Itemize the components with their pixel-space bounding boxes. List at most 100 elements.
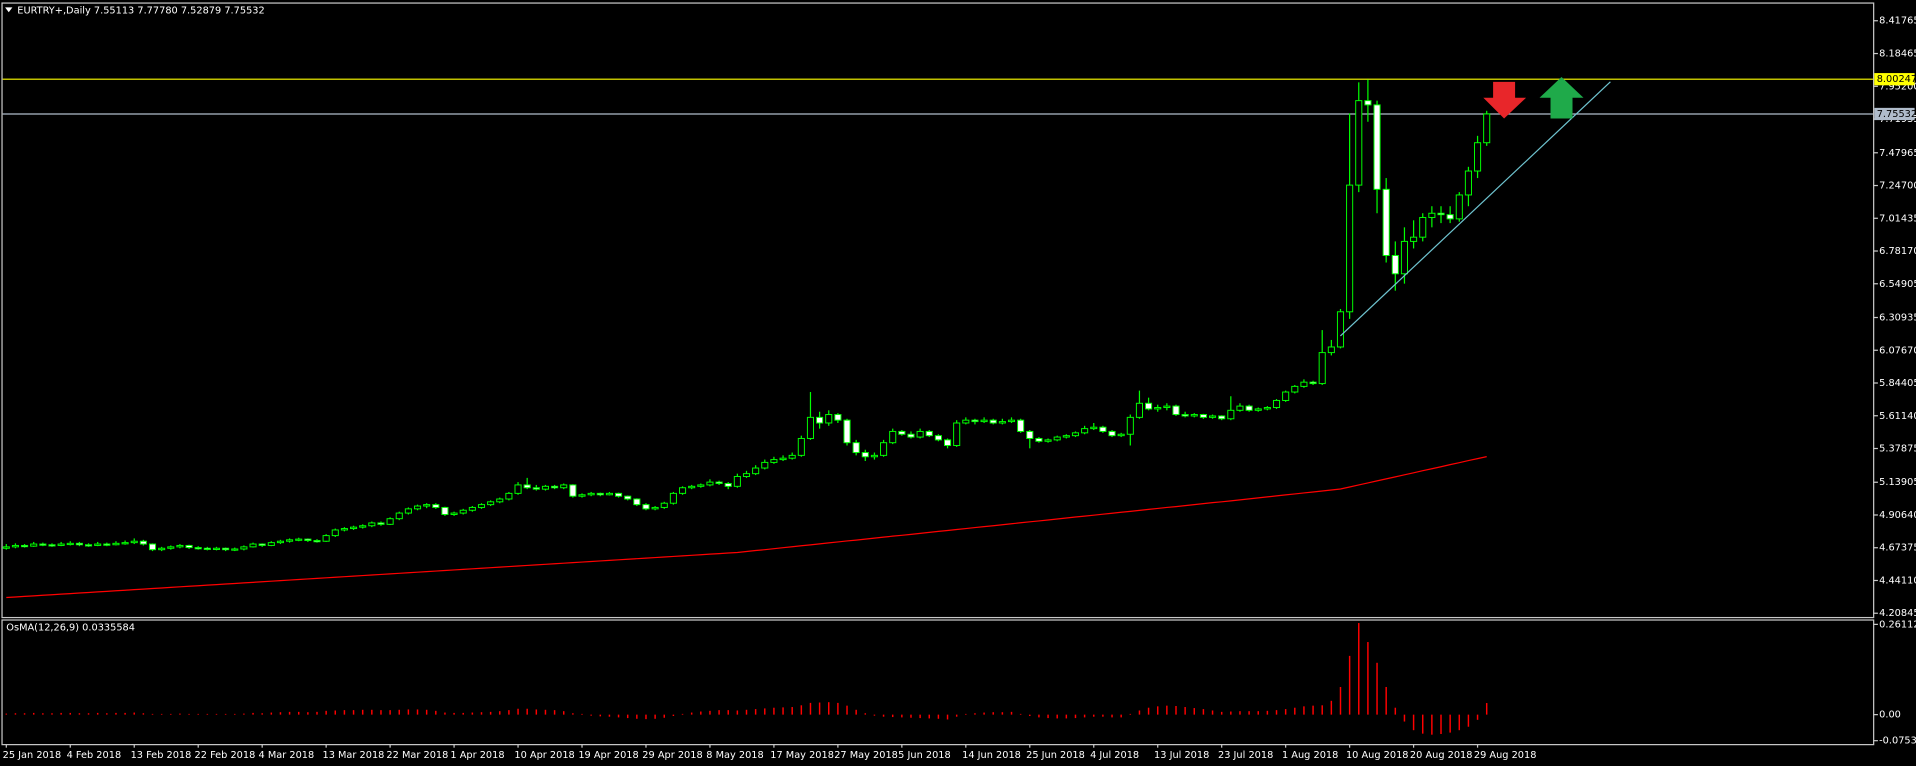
candle-body <box>1062 435 1070 438</box>
candle-body <box>1071 432 1080 437</box>
y-tick-label: 4.67375 <box>1879 543 1916 554</box>
candle-body <box>1245 405 1253 411</box>
y-tick-label: 7.24700 <box>1879 181 1916 192</box>
x-tick-label: 17 May 2018 <box>770 750 834 761</box>
candle-body <box>1355 100 1363 186</box>
candle-body <box>1373 104 1381 190</box>
price-label: 8.00247 <box>1877 74 1916 85</box>
candle-body <box>1410 236 1418 242</box>
candle-body <box>669 492 677 504</box>
candle-body <box>1282 391 1290 401</box>
candle-body <box>423 504 431 507</box>
candle-body <box>212 547 221 550</box>
candle-body <box>1154 407 1162 410</box>
candle-body <box>1309 381 1317 385</box>
candle-body <box>139 540 147 545</box>
candle-body <box>21 544 29 548</box>
candle-body <box>587 492 595 496</box>
x-tick-label: 19 Apr 2018 <box>578 750 638 761</box>
candle-body <box>313 540 321 543</box>
candle-body <box>733 475 741 487</box>
y-tick-label: 7.47965 <box>1879 148 1916 159</box>
candle-body <box>468 506 476 511</box>
menu-triangle[interactable] <box>5 7 13 13</box>
candle-body <box>797 437 805 456</box>
candle-body <box>1163 405 1171 408</box>
candle-body <box>1428 212 1436 218</box>
candle-body <box>267 542 275 546</box>
candle-body <box>514 484 522 494</box>
candle-body <box>971 419 979 423</box>
y-tick-label: 5.84405 <box>1879 378 1916 389</box>
y-tick-label: 6.54905 <box>1879 279 1916 290</box>
y-tick-label: 6.30935 <box>1879 313 1916 324</box>
price-label-box <box>1874 73 1915 86</box>
x-tick-label: 14 Jun 2018 <box>962 750 1021 761</box>
candle-body <box>377 522 385 525</box>
candle-body <box>1464 170 1472 196</box>
y-tick-label: 0.00 <box>1879 710 1901 721</box>
candle-body <box>825 414 833 424</box>
candle-body <box>359 525 367 528</box>
candle-body <box>395 512 403 520</box>
candle-body <box>752 467 760 475</box>
candle-body <box>688 485 696 489</box>
x-tick-label: 10 Aug 2018 <box>1346 750 1409 761</box>
candle-body <box>1035 437 1043 442</box>
candle-body <box>889 430 897 444</box>
candle-body <box>816 416 824 424</box>
candle-body <box>11 544 19 548</box>
candle-body <box>1007 419 1016 423</box>
candle-body <box>998 421 1006 424</box>
x-tick-label: 25 Jan 2018 <box>3 750 62 761</box>
y-tick-label: 5.61140 <box>1879 411 1916 422</box>
y-tick-label: 5.13905 <box>1879 477 1916 488</box>
candle-body <box>1300 381 1308 387</box>
candle-body <box>1190 414 1198 417</box>
x-tick-label: 1 Aug 2018 <box>1282 750 1338 761</box>
candle-body <box>1081 428 1089 434</box>
y-tick-label: 4.90640 <box>1879 510 1916 521</box>
candle-body <box>1391 254 1399 275</box>
candle-body <box>715 481 723 485</box>
candle-body <box>642 504 650 510</box>
y-tick-label: -0.075371 <box>1879 736 1916 747</box>
candle-body <box>1236 405 1244 411</box>
candle-body <box>39 543 47 546</box>
candle-body <box>167 546 175 549</box>
x-tick-label: 22 Feb 2018 <box>195 750 256 761</box>
candle-body <box>30 543 38 547</box>
candle-body <box>660 502 668 508</box>
main-panel <box>1 2 1875 619</box>
y-tick-label: 6.78170 <box>1879 246 1916 257</box>
candle-body <box>596 492 604 496</box>
candle-body <box>112 542 120 546</box>
candle-body <box>340 528 348 531</box>
candle-body <box>1218 415 1226 420</box>
candle-body <box>276 540 284 544</box>
candle-body <box>880 442 888 456</box>
y-tick-label: 5.37875 <box>1879 443 1916 454</box>
candle-body <box>258 543 266 546</box>
axis-labels: 8.417658.184657.952007.719357.479657.247… <box>3 16 1916 761</box>
chart-title: EURTRY+,Daily 7.55113 7.77780 7.52879 7.… <box>17 5 264 16</box>
candle-body <box>724 483 732 487</box>
candle-body <box>788 454 796 459</box>
candle-body <box>413 505 422 510</box>
x-tick-label: 29 Aug 2018 <box>1474 750 1537 761</box>
candle-body <box>1400 240 1408 275</box>
y-tick-label: 7.01435 <box>1879 213 1916 224</box>
candle-body <box>1126 416 1134 435</box>
candle-body <box>295 538 303 541</box>
candle-body <box>1419 216 1427 238</box>
x-tick-label: 5 Jun 2018 <box>898 750 951 761</box>
candle-body <box>121 542 129 545</box>
candle-body <box>852 442 860 454</box>
candle-body <box>1327 346 1335 354</box>
candle-body <box>1209 415 1217 418</box>
candle-body <box>231 548 239 551</box>
candle-body <box>761 461 769 469</box>
x-tick-label: 4 Jul 2018 <box>1090 750 1139 761</box>
